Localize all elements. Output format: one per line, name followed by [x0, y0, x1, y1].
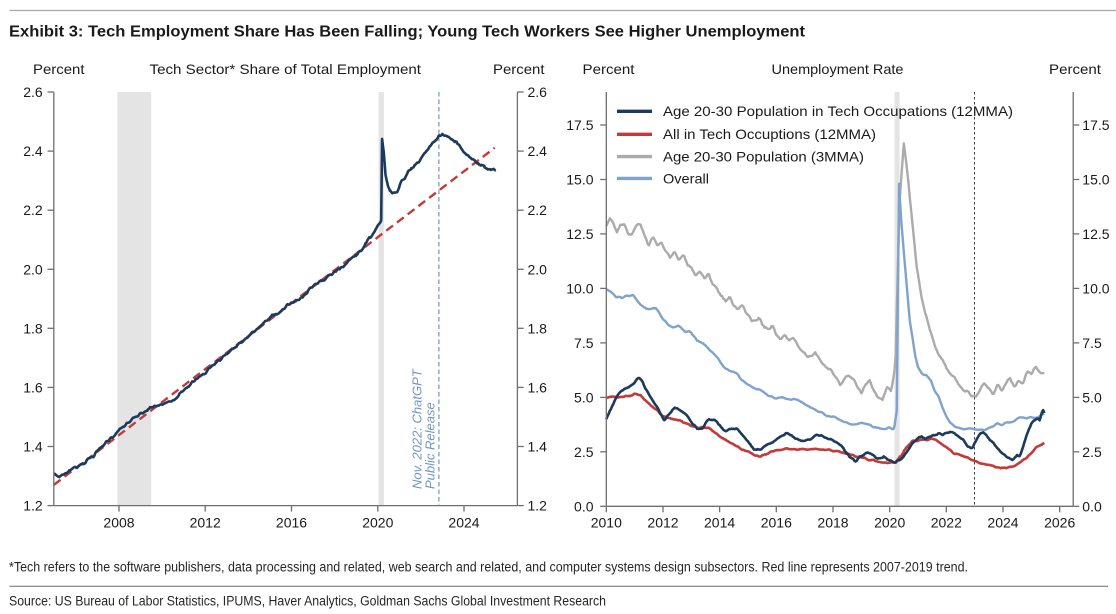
svg-text:2024: 2024: [448, 515, 479, 531]
svg-text:7.5: 7.5: [1082, 335, 1102, 351]
svg-text:5.0: 5.0: [574, 389, 594, 405]
svg-text:Source: US Bureau of Labor Sta: Source: US Bureau of Labor Statistics, I…: [9, 594, 606, 609]
svg-text:17.5: 17.5: [1082, 117, 1109, 133]
svg-text:15.0: 15.0: [1082, 172, 1109, 188]
svg-text:2.4: 2.4: [23, 143, 43, 159]
svg-text:2012: 2012: [647, 515, 678, 531]
svg-text:Percent: Percent: [493, 61, 545, 77]
svg-text:2010: 2010: [591, 515, 622, 531]
svg-text:2.5: 2.5: [574, 444, 594, 460]
svg-text:17.5: 17.5: [566, 117, 593, 133]
svg-text:2.5: 2.5: [1082, 444, 1102, 460]
svg-text:2008: 2008: [103, 515, 134, 531]
svg-text:15.0: 15.0: [566, 172, 593, 188]
svg-text:Nov. 2022: ChatGPT: Nov. 2022: ChatGPT: [410, 368, 425, 489]
svg-text:Percent: Percent: [33, 61, 85, 77]
svg-text:Overall: Overall: [663, 170, 709, 186]
svg-text:2022: 2022: [931, 515, 962, 531]
svg-text:2020: 2020: [874, 515, 905, 531]
svg-text:2.2: 2.2: [528, 202, 548, 218]
svg-text:2.0: 2.0: [528, 261, 548, 277]
svg-text:Age 20-30 Population in Tech O: Age 20-30 Population in Tech Occupations…: [663, 103, 1013, 119]
svg-text:12.5: 12.5: [1082, 226, 1109, 242]
svg-text:0.0: 0.0: [1082, 498, 1102, 514]
svg-text:1.2: 1.2: [23, 498, 43, 514]
svg-text:2016: 2016: [761, 515, 792, 531]
svg-text:1.6: 1.6: [528, 379, 548, 395]
svg-text:1.4: 1.4: [23, 439, 43, 455]
svg-text:1.8: 1.8: [23, 320, 43, 336]
svg-text:10.0: 10.0: [566, 280, 593, 296]
svg-text:1.6: 1.6: [23, 379, 43, 395]
svg-text:Tech Sector* Share of Total Em: Tech Sector* Share of Total Employment: [150, 61, 422, 77]
svg-text:Exhibit 3: Tech Employment Sha: Exhibit 3: Tech Employment Share Has Bee…: [9, 24, 806, 41]
svg-text:2.0: 2.0: [23, 261, 43, 277]
svg-text:Unemployment Rate: Unemployment Rate: [772, 61, 904, 77]
svg-text:Age 20-30 Population (3MMA): Age 20-30 Population (3MMA): [663, 149, 864, 165]
svg-text:2012: 2012: [190, 515, 221, 531]
svg-text:2.6: 2.6: [528, 84, 548, 100]
svg-text:0.0: 0.0: [574, 498, 594, 514]
svg-text:*Tech refers to the software p: *Tech refers to the software publishers,…: [9, 560, 968, 575]
svg-text:1.2: 1.2: [528, 498, 548, 514]
svg-text:All in Tech Occuptions (12MMA): All in Tech Occuptions (12MMA): [663, 126, 876, 142]
svg-text:Percent: Percent: [583, 61, 635, 77]
svg-text:1.8: 1.8: [528, 320, 548, 336]
svg-text:2014: 2014: [704, 515, 735, 531]
svg-text:2.6: 2.6: [23, 84, 43, 100]
svg-text:10.0: 10.0: [1082, 280, 1109, 296]
svg-text:12.5: 12.5: [566, 226, 593, 242]
svg-text:Public Release: Public Release: [423, 402, 438, 489]
svg-text:2020: 2020: [362, 515, 393, 531]
svg-text:2026: 2026: [1044, 515, 1075, 531]
svg-text:1.4: 1.4: [528, 439, 548, 455]
svg-text:2.4: 2.4: [528, 143, 548, 159]
svg-text:5.0: 5.0: [1082, 389, 1102, 405]
svg-text:2016: 2016: [276, 515, 307, 531]
svg-text:Percent: Percent: [1049, 61, 1101, 77]
svg-text:2024: 2024: [987, 515, 1018, 531]
svg-text:2018: 2018: [817, 515, 848, 531]
svg-text:7.5: 7.5: [574, 335, 594, 351]
svg-text:2.2: 2.2: [23, 202, 43, 218]
